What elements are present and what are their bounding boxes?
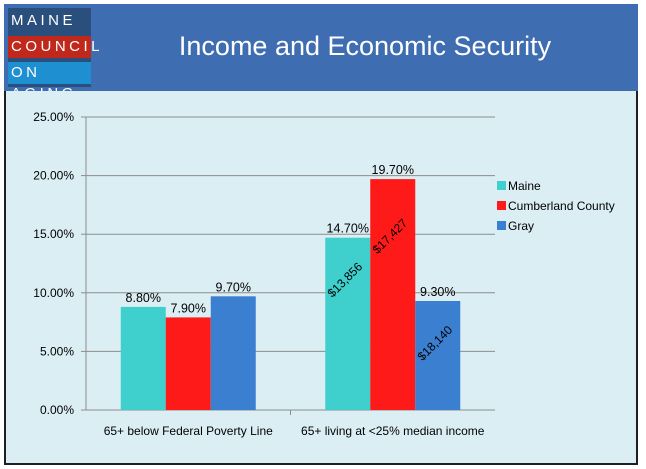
y-tick-label: 25.00%: [33, 110, 74, 124]
legend-swatch: [497, 201, 506, 210]
y-tick-label: 10.00%: [33, 286, 74, 300]
legend-swatch: [497, 221, 506, 230]
logo-line-2: COUNCIL: [8, 36, 100, 58]
logo-line-1: MAINE: [11, 12, 77, 29]
bar: [210, 296, 256, 410]
bar: [325, 237, 371, 410]
legend-label: Cumberland County: [508, 199, 615, 213]
chart-area: [4, 91, 638, 465]
x-tick-label: 65+ living at <25% median income: [301, 424, 485, 438]
bar-data-label: 9.70%: [216, 280, 251, 294]
y-tick-label: 5.00%: [40, 344, 74, 358]
title-bar: [4, 4, 638, 91]
legend-label: Maine: [508, 179, 541, 193]
bar-data-label: 9.30%: [420, 285, 455, 299]
x-tick-label: 65+ below Federal Poverty Line: [104, 424, 273, 438]
y-tick-label: 20.00%: [33, 169, 74, 183]
logo-line-3: ON AGING: [8, 62, 91, 102]
bar: [415, 301, 461, 410]
slide-title: Income and Economic Security: [178, 31, 552, 61]
legend-swatch: [497, 181, 506, 190]
legend-label: Gray: [508, 219, 534, 233]
bar: [370, 179, 416, 410]
bar: [120, 306, 166, 410]
bar-data-label: 14.70%: [327, 222, 369, 236]
bar-data-label: 19.70%: [372, 163, 414, 177]
maine-council-on-aging-logo: MAINE COUNCIL ON AGING: [8, 8, 100, 102]
bar-data-label: 8.80%: [126, 291, 161, 305]
bar: [165, 317, 211, 410]
bar-data-label: 7.90%: [171, 301, 206, 315]
y-tick-label: 0.00%: [40, 403, 74, 417]
y-tick-label: 15.00%: [33, 227, 74, 241]
